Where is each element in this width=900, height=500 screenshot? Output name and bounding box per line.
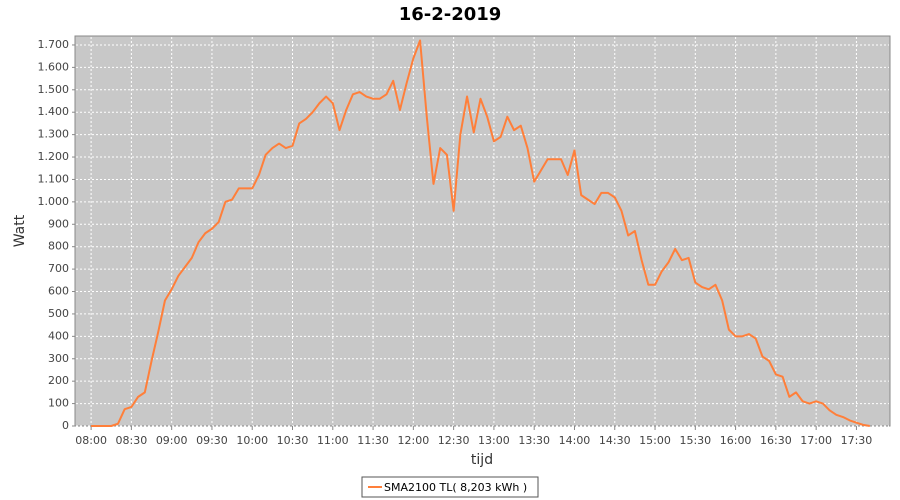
y-tick-label: 400 (48, 329, 69, 342)
x-tick-label: 12:00 (398, 434, 430, 447)
x-tick-label: 09:30 (196, 434, 228, 447)
y-tick-label: 300 (48, 352, 69, 365)
y-tick-label: 100 (48, 397, 69, 410)
y-tick-label: 1.600 (38, 60, 70, 73)
x-tick-label: 17:30 (841, 434, 873, 447)
y-tick-label: 1.400 (38, 105, 70, 118)
x-tick-label: 12:30 (438, 434, 470, 447)
x-tick-label: 14:30 (599, 434, 631, 447)
y-tick-label: 800 (48, 240, 69, 253)
y-tick-label: 1.500 (38, 83, 70, 96)
y-tick-label: 1.700 (38, 38, 70, 51)
y-tick-label: 1.300 (38, 128, 70, 141)
chart-title: 16-2-2019 (399, 4, 502, 25)
data-line (91, 39, 871, 427)
x-tick-label: 08:30 (116, 434, 148, 447)
x-tick-label: 16:00 (720, 434, 752, 447)
y-tick-label: 600 (48, 285, 69, 298)
x-tick-label: 13:30 (518, 434, 550, 447)
x-tick-label: 15:00 (639, 434, 671, 447)
legend (361, 476, 539, 498)
y-tick-label: 1.200 (38, 150, 70, 163)
x-tick-label: 11:00 (317, 434, 349, 447)
x-tick-label: 16:30 (760, 434, 792, 447)
y-tick-label: 700 (48, 262, 69, 275)
y-axis-label: Watt (12, 214, 28, 247)
x-tick-label: 13:00 (478, 434, 510, 447)
x-tick-label: 14:00 (559, 434, 591, 447)
y-tick-label: 1.100 (38, 172, 70, 185)
plot-area (74, 35, 891, 427)
x-tick-label: 09:00 (156, 434, 188, 447)
x-tick-label: 17:00 (800, 434, 832, 447)
y-tick-label: 500 (48, 307, 69, 320)
x-tick-label: 15:30 (679, 434, 711, 447)
x-tick-label: 10:00 (236, 434, 268, 447)
x-tick-label: 11:30 (357, 434, 389, 447)
x-tick-label: 10:30 (277, 434, 309, 447)
y-tick-label: 900 (48, 217, 69, 230)
y-tick-label: 1.000 (38, 195, 70, 208)
y-tick-label: 200 (48, 374, 69, 387)
x-axis-label: tijd (471, 452, 493, 468)
legend-label: SMA2100 TL( 8,203 kWh ) (384, 481, 527, 494)
x-tick-label: 08:00 (75, 434, 107, 447)
y-tick-label: 0 (62, 419, 69, 432)
